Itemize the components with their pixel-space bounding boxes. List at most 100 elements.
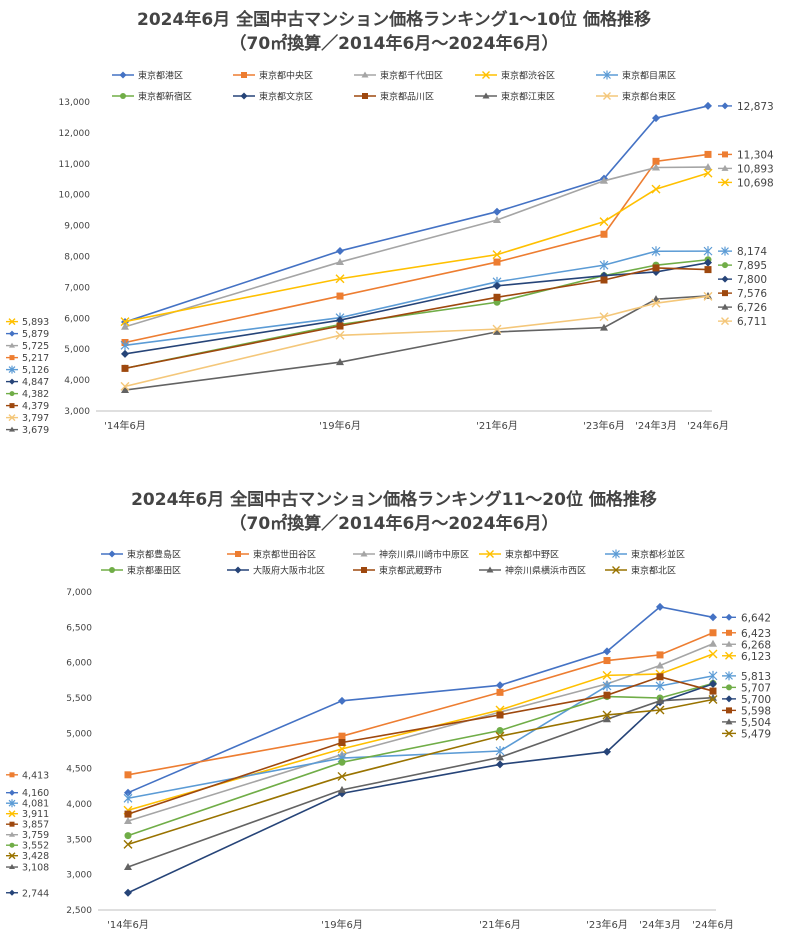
data-point [704,150,712,158]
series-path [124,295,709,388]
series-group [120,101,713,394]
y-tick-label: 8,000 [64,253,90,263]
legend-item: 東京都北区 [605,565,676,577]
data-point [603,715,611,723]
series-line [120,246,713,351]
y-tick-label: 5,000 [64,345,90,355]
start-label: 3,552 [6,841,49,852]
data-point [652,157,660,165]
legend: 東京都豊島区 東京都世田谷区 神奈川県川崎市中原区 東京都中野区 東京都杉並区東京都墨田… [101,549,685,577]
chart-subtitle: （70㎡換算／2014年6月～2024年6月） [229,514,559,534]
legend-label: 東京都文京区 [259,91,313,103]
series-line [120,168,713,327]
series-line [123,670,718,804]
legend-label: 東京都渋谷区 [501,70,555,82]
x-axis: '14年6月 '19年6月 '21年6月 '23年6月 '24年3月 '24年6月 [96,410,729,432]
y-tick-label: 2,500 [66,906,92,916]
legend-label: 東京都台東区 [622,91,676,103]
start-label: 3,911 [6,809,49,820]
data-point [603,747,611,756]
legend-label: 大阪府大阪市北区 [253,565,325,577]
start-label: 3,428 [6,851,49,862]
start-value-label: 3,857 [22,820,49,831]
data-point [124,771,132,779]
legend-item: 東京都江東区 [475,91,555,103]
end-label: 5,700 [722,694,771,706]
end-label: 12,873 [718,101,774,113]
data-point [493,258,501,266]
legend-label: 東京都中野区 [505,549,559,561]
series-line [120,291,713,391]
start-label: 3,857 [6,820,49,831]
data-point [708,670,718,681]
start-value-label: 3,552 [22,841,49,852]
legend-label: 東京都千代田区 [380,70,443,82]
x-tick-label: '24年3月 [635,419,677,432]
end-value-label: 5,707 [741,682,771,694]
legend-item: 東京都品川区 [354,91,434,103]
data-point [599,217,609,227]
data-point [703,168,713,178]
start-value-label: 5,725 [22,341,49,352]
start-value-label: 3,797 [22,413,49,424]
data-point [602,670,612,680]
start-value-label: 3,679 [22,425,49,436]
legend-item: 東京都墨田区 [101,565,181,577]
data-point [496,760,504,769]
legend-label: 東京都品川区 [380,91,434,103]
series-path [127,683,714,894]
legend-item: 東京都文京区 [233,91,313,103]
legend-item: 神奈川県横浜市西区 [479,565,586,577]
legend-item: 大阪府大阪市北区 [227,565,325,577]
data-point [492,250,502,260]
series-path [127,675,714,815]
data-point [704,266,712,274]
series-path [127,675,714,800]
data-point [493,216,501,224]
data-point [336,292,344,300]
data-point [603,657,611,665]
start-value-label: 4,382 [22,389,49,400]
data-point [336,322,344,330]
data-point [338,785,346,793]
data-point [493,207,501,216]
end-value-label: 6,268 [741,639,771,651]
chart-title: 2024年6月 全国中古マンション価格ランキング11～20位 価格推移 （70㎡… [0,488,788,536]
start-label: 3,679 [6,425,49,436]
series-path [127,698,714,846]
end-label: 7,576 [718,288,767,300]
start-value-label: 4,081 [22,799,49,810]
end-value-label: 10,893 [737,163,774,175]
legend-label: 東京都墨田区 [127,565,181,577]
legend-label: 東京都武蔵野市 [379,565,442,577]
data-point [600,230,608,238]
end-label: 5,707 [722,682,771,694]
data-point [124,817,132,825]
legend-label: 東京都杉並区 [631,549,685,561]
start-value-label: 5,217 [22,353,49,364]
legend-label: 神奈川県川崎市中原区 [379,549,469,561]
y-tick-label: 3,000 [64,407,90,417]
series-line [121,264,712,372]
data-point [124,788,132,797]
y-tick-label: 12,000 [59,129,91,139]
data-point [709,687,717,695]
data-point [703,246,713,257]
start-label: 4,847 [6,377,49,388]
start-label: 5,217 [6,353,49,364]
start-label: 2,744 [6,888,49,899]
end-label: 6,711 [718,316,767,328]
data-point [709,613,717,622]
legend-label: 東京都港区 [138,70,183,82]
series-path [124,267,709,370]
start-label: 4,382 [6,389,49,400]
start-value-label: 4,379 [22,401,49,412]
legend-label: 東京都新宿区 [138,91,192,103]
x-tick-label: '24年6月 [687,419,729,432]
start-label: 5,893 [6,317,49,328]
data-point [337,744,347,754]
data-point [651,246,661,257]
series-line [123,649,718,815]
data-point [600,276,608,284]
legend-item: 東京都台東区 [596,91,676,103]
